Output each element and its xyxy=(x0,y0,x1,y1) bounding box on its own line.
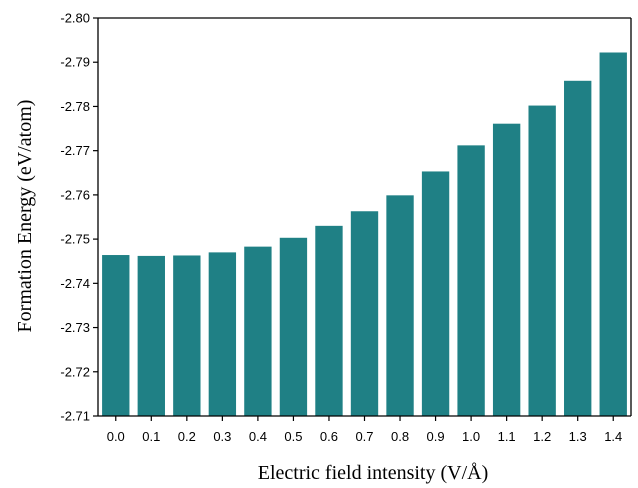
bar-0.4 xyxy=(244,246,272,416)
y-tick-label: -2.79 xyxy=(60,55,90,70)
y-ticks-group: -2.71 -2.72 -2.73 -2.74 -2.75 -2.76 -2.77 -2.78… xyxy=(60,11,98,424)
x-tick-label: 0.0 xyxy=(107,429,125,444)
x-tick-label: 0.3 xyxy=(213,429,231,444)
y-tick-label: -2.76 xyxy=(60,187,90,202)
bar-0.8 xyxy=(386,195,414,416)
bar-0.2 xyxy=(173,255,201,416)
bar-0.7 xyxy=(350,211,379,416)
bar-0.3 xyxy=(208,252,237,416)
x-tick-label: 0.4 xyxy=(249,429,267,444)
x-tick-label: 0.7 xyxy=(355,429,373,444)
bar-0.1 xyxy=(137,255,165,416)
x-axis-title: Electric field intensity (V/Å) xyxy=(258,462,488,484)
bar-1.1 xyxy=(492,123,521,417)
x-tick-label: 1.2 xyxy=(533,429,551,444)
y-tick-label: -2.71 xyxy=(60,409,90,424)
y-tick-label: -2.75 xyxy=(60,232,90,247)
y-tick-label: -2.77 xyxy=(60,143,90,158)
x-tick-label: 0.5 xyxy=(284,429,302,444)
bar-1.3 xyxy=(564,80,592,416)
x-tick-label: 0.9 xyxy=(427,429,445,444)
bar-0.5 xyxy=(279,237,308,416)
y-tick-label: -2.78 xyxy=(60,99,90,114)
x-tick-label: 1.0 xyxy=(462,429,480,444)
bar-0.9 xyxy=(421,171,450,416)
x-tick-label: 0.1 xyxy=(142,429,160,444)
x-tick-label: 0.6 xyxy=(320,429,338,444)
bar-1.4 xyxy=(599,52,627,416)
bar-1.2 xyxy=(528,105,556,416)
y-tick-label: -2.80 xyxy=(60,11,90,26)
bar-1.0 xyxy=(457,145,485,417)
x-tick-label: 0.2 xyxy=(178,429,196,444)
y-tick-label: -2.72 xyxy=(60,364,90,379)
x-tick-label: 1.1 xyxy=(498,429,516,444)
y-axis-title: Formation Energy (eV/atom) xyxy=(14,100,36,333)
x-tick-label: 0.8 xyxy=(391,429,409,444)
bars-group xyxy=(102,52,627,417)
x-ticks-group: 0.0 0.1 0.2 0.3 0.4 0.5 0.6 0.7 0.8 0.9 1.0 1.1 1.2 1… xyxy=(107,416,622,444)
y-tick-label: -2.73 xyxy=(60,320,90,335)
y-tick-label: -2.74 xyxy=(60,276,90,291)
x-tick-label: 1.4 xyxy=(604,429,622,444)
bar-0.6 xyxy=(315,225,343,416)
bar-0.0 xyxy=(102,255,130,416)
x-tick-label: 1.3 xyxy=(569,429,587,444)
